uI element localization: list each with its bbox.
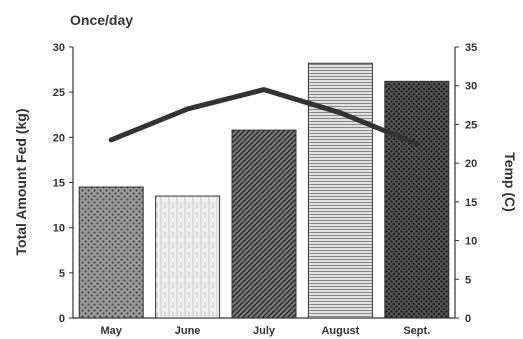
x-tick-label: Sept.: [403, 325, 430, 337]
x-tick-label: May: [100, 325, 122, 337]
y2-axis-label: Temp (C): [502, 152, 518, 212]
bar-june: [155, 195, 221, 319]
right-tick-label: 25: [465, 119, 477, 131]
right-tick-label: 30: [465, 81, 477, 93]
x-axis-ticks: May June July August Sept.: [100, 325, 430, 337]
left-tick-label: 25: [53, 87, 65, 99]
left-axis-ticks: 0 5 10 15 20 25 30: [53, 42, 73, 325]
bar-series: [78, 62, 450, 319]
bar-july: [231, 129, 297, 319]
bar-sept: [384, 80, 450, 319]
right-tick-label: 5: [465, 274, 471, 286]
left-tick-label: 5: [59, 268, 65, 280]
left-tick-label: 30: [53, 42, 65, 54]
y-axis-label: Total Amount Fed (kg): [13, 109, 29, 256]
bar-august: [307, 62, 373, 319]
right-tick-label: 20: [465, 158, 477, 170]
right-tick-label: 0: [465, 313, 471, 325]
left-tick-label: 15: [53, 178, 65, 190]
x-tick-label: June: [175, 325, 201, 337]
left-tick-label: 10: [53, 223, 65, 235]
left-tick-label: 0: [59, 313, 65, 325]
chart-title: Once/day: [70, 12, 133, 28]
right-tick-label: 15: [465, 197, 477, 209]
right-tick-label: 10: [465, 236, 477, 248]
right-tick-label: 35: [465, 42, 477, 54]
x-tick-label: August: [321, 325, 359, 337]
x-tick-label: July: [253, 325, 276, 337]
bar-may: [78, 186, 144, 319]
left-tick-label: 20: [53, 132, 65, 144]
temp-line-series: [108, 87, 420, 147]
right-axis-ticks: 0 5 10 15 20 25 30 35: [455, 42, 477, 325]
